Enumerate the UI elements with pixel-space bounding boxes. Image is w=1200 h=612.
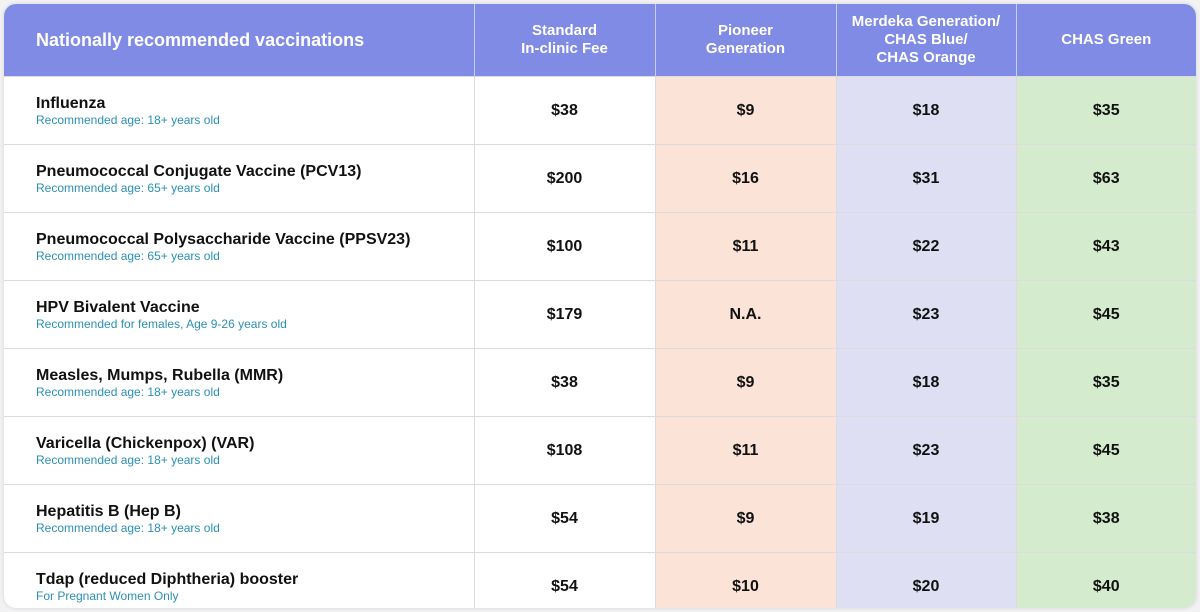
merdeka-chas-fee-cell: $20 <box>835 552 1016 608</box>
header-standard-line: Standard <box>531 22 597 39</box>
header-standard-fee: Standard In-clinic Fee <box>473 4 655 77</box>
merdeka-chas-fee-cell: $31 <box>835 144 1016 213</box>
vaccine-name-cell: Tdap (reduced Diphtheria) booster For Pre… <box>4 552 474 608</box>
standard-fee-cell: $54 <box>473 552 655 608</box>
merdeka-chas-fee-cell: $22 <box>835 212 1016 281</box>
header-standard-line: In-clinic Fee <box>521 40 608 57</box>
table-header-row: Nationally recommended vaccinations Stan… <box>4 4 1196 77</box>
table-row: Hepatitis B (Hep B) Recommended age: 18+ … <box>4 484 1196 553</box>
vaccine-name-cell: Varicella (Chickenpox) (VAR) Recommended … <box>4 416 474 485</box>
standard-fee-cell: $179 <box>473 280 655 349</box>
table-row: Varicella (Chickenpox) (VAR) Recommended … <box>4 416 1196 485</box>
header-vaccinations: Nationally recommended vaccinations <box>4 4 474 77</box>
standard-fee-cell: $108 <box>473 416 655 485</box>
pioneer-fee-cell: $9 <box>654 348 836 417</box>
standard-fee-cell: $38 <box>473 348 655 417</box>
table-row: Pneumococcal Polysaccharide Vaccine (PPS… <box>4 212 1196 281</box>
header-green-line: CHAS Green <box>1061 31 1152 48</box>
header-chas-green: CHAS Green <box>1015 4 1196 77</box>
chas-green-fee-cell: $40 <box>1015 552 1196 608</box>
vaccine-recommendation-note: Recommended age: 18+ years old <box>36 521 220 535</box>
pioneer-fee-cell: $11 <box>654 416 836 485</box>
vaccine-name: Measles, Mumps, Rubella (MMR) <box>36 367 284 384</box>
vaccine-recommendation-note: Recommended age: 18+ years old <box>36 385 220 399</box>
table-row: Pneumococcal Conjugate Vaccine (PCV13) Re… <box>4 144 1196 213</box>
vaccine-recommendation-note: For Pregnant Women Only <box>36 589 179 603</box>
chas-green-fee-cell: $45 <box>1015 280 1196 349</box>
vaccination-price-table: Nationally recommended vaccinations Stan… <box>4 4 1196 608</box>
header-pioneer-line: Generation <box>705 40 786 57</box>
vaccine-recommendation-note: Recommended age: 65+ years old <box>36 249 220 263</box>
vaccine-recommendation-note: Recommended age: 18+ years old <box>36 113 220 127</box>
vaccine-name-cell: Hepatitis B (Hep B) Recommended age: 18+ … <box>4 484 474 553</box>
vaccine-name: Hepatitis B (Hep B) <box>36 503 181 520</box>
vaccine-name: Pneumococcal Polysaccharide Vaccine (PPS… <box>36 231 411 248</box>
merdeka-chas-fee-cell: $18 <box>835 76 1016 145</box>
table-body: Influenza Recommended age: 18+ years old $… <box>4 76 1196 608</box>
chas-green-fee-cell: $35 <box>1015 348 1196 417</box>
pioneer-fee-cell: $9 <box>654 484 836 553</box>
merdeka-chas-fee-cell: $23 <box>835 416 1016 485</box>
header-merdeka-line: Merdeka Generation/ <box>851 13 1001 30</box>
vaccine-recommendation-note: Recommended for females, Age 9-26 years … <box>36 317 287 331</box>
header-merdeka-line: CHAS Blue/ <box>884 31 968 48</box>
vaccine-name: Influenza <box>36 95 106 112</box>
vaccine-name: Varicella (Chickenpox) (VAR) <box>36 435 255 452</box>
table-row: Influenza Recommended age: 18+ years old $… <box>4 76 1196 145</box>
standard-fee-cell: $38 <box>473 76 655 145</box>
vaccine-recommendation-note: Recommended age: 65+ years old <box>36 181 220 195</box>
merdeka-chas-fee-cell: $23 <box>835 280 1016 349</box>
header-pioneer-line: Pioneer <box>717 22 774 39</box>
vaccine-recommendation-note: Recommended age: 18+ years old <box>36 453 220 467</box>
vaccine-name: Tdap (reduced Diphtheria) booster <box>36 571 299 588</box>
header-merdeka-chas: Merdeka Generation/ CHAS Blue/ CHAS Oran… <box>835 4 1016 77</box>
standard-fee-cell: $200 <box>473 144 655 213</box>
chas-green-fee-cell: $38 <box>1015 484 1196 553</box>
chas-green-fee-cell: $63 <box>1015 144 1196 213</box>
vaccine-name-cell: HPV Bivalent Vaccine Recommended for fema… <box>4 280 474 349</box>
pioneer-fee-cell: $16 <box>654 144 836 213</box>
vaccine-name: Pneumococcal Conjugate Vaccine (PCV13) <box>36 163 362 180</box>
chas-green-fee-cell: $45 <box>1015 416 1196 485</box>
table-row: HPV Bivalent Vaccine Recommended for fema… <box>4 280 1196 349</box>
header-pioneer-generation: Pioneer Generation <box>654 4 836 77</box>
chas-green-fee-cell: $35 <box>1015 76 1196 145</box>
chas-green-fee-cell: $43 <box>1015 212 1196 281</box>
vaccine-name: HPV Bivalent Vaccine <box>36 299 200 316</box>
header-merdeka-line: CHAS Orange <box>876 49 976 66</box>
merdeka-chas-fee-cell: $18 <box>835 348 1016 417</box>
pioneer-fee-cell: $10 <box>654 552 836 608</box>
vaccine-name-cell: Pneumococcal Polysaccharide Vaccine (PPS… <box>4 212 474 281</box>
pioneer-fee-cell: $11 <box>654 212 836 281</box>
pioneer-fee-cell: N.A. <box>654 280 836 349</box>
pioneer-fee-cell: $9 <box>654 76 836 145</box>
table-row: Measles, Mumps, Rubella (MMR) Recommended… <box>4 348 1196 417</box>
standard-fee-cell: $100 <box>473 212 655 281</box>
table-row: Tdap (reduced Diphtheria) booster For Pre… <box>4 552 1196 608</box>
standard-fee-cell: $54 <box>473 484 655 553</box>
vaccine-name-cell: Influenza Recommended age: 18+ years old <box>4 76 474 145</box>
vaccine-name-cell: Measles, Mumps, Rubella (MMR) Recommended… <box>4 348 474 417</box>
vaccination-price-table-card: Nationally recommended vaccinations Stan… <box>4 4 1196 608</box>
merdeka-chas-fee-cell: $19 <box>835 484 1016 553</box>
vaccine-name-cell: Pneumococcal Conjugate Vaccine (PCV13) Re… <box>4 144 474 213</box>
